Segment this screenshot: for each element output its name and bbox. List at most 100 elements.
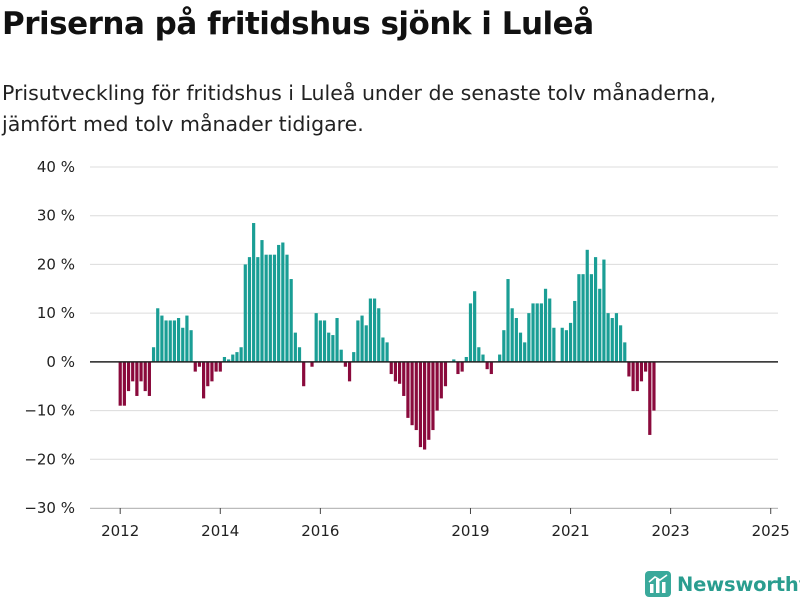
bar bbox=[318, 320, 322, 362]
bar bbox=[197, 361, 202, 367]
bar bbox=[302, 361, 306, 387]
bar bbox=[385, 342, 389, 362]
bar bbox=[619, 325, 623, 362]
bar bbox=[652, 361, 656, 411]
bar bbox=[498, 354, 502, 362]
x-tick-label: 2025 bbox=[752, 522, 790, 540]
bar bbox=[506, 279, 510, 362]
bar bbox=[164, 320, 168, 362]
bar bbox=[552, 327, 556, 362]
bar bbox=[256, 257, 260, 362]
bar bbox=[581, 274, 585, 362]
bar bbox=[535, 303, 539, 362]
bar bbox=[293, 332, 297, 362]
bar bbox=[648, 361, 652, 435]
bar bbox=[206, 361, 210, 387]
y-tick-label: 0 % bbox=[46, 353, 75, 371]
x-tick-label: 2021 bbox=[551, 522, 589, 540]
bar bbox=[518, 332, 523, 362]
bar bbox=[322, 320, 327, 362]
x-tick-label: 2019 bbox=[451, 522, 489, 540]
bar bbox=[247, 257, 252, 362]
bar bbox=[427, 361, 431, 440]
chart-subtitle: Prisutveckling för fritidshus i Luleå un… bbox=[2, 81, 717, 136]
bar bbox=[147, 361, 151, 396]
bar bbox=[560, 327, 564, 362]
bar bbox=[202, 361, 206, 399]
bar bbox=[272, 254, 277, 362]
bar bbox=[327, 332, 331, 362]
bar bbox=[131, 361, 135, 382]
bar bbox=[281, 242, 285, 362]
y-tick-label: 10 % bbox=[37, 304, 75, 322]
bar bbox=[510, 308, 514, 362]
x-axis: 2012 2014 2016 2019 2021 2023 2025 bbox=[90, 508, 790, 540]
bar bbox=[218, 361, 222, 372]
bar bbox=[406, 361, 410, 418]
bar bbox=[160, 315, 164, 362]
bar bbox=[577, 274, 581, 362]
bar bbox=[523, 342, 527, 362]
bar bbox=[364, 325, 368, 362]
bar bbox=[339, 349, 343, 362]
bar bbox=[485, 361, 489, 370]
bar bbox=[431, 361, 435, 431]
bar bbox=[381, 337, 385, 362]
bar bbox=[627, 361, 631, 377]
x-tick-label: 2023 bbox=[652, 522, 690, 540]
bar bbox=[468, 303, 473, 362]
bar bbox=[189, 330, 193, 362]
bar bbox=[548, 298, 552, 362]
bar bbox=[268, 254, 272, 362]
bar bbox=[610, 318, 614, 362]
bar bbox=[614, 313, 619, 362]
bar bbox=[635, 361, 639, 392]
bar bbox=[331, 335, 335, 362]
bar bbox=[352, 352, 356, 362]
bar bbox=[539, 303, 543, 362]
bar bbox=[151, 347, 156, 362]
x-tick-label: 2012 bbox=[101, 522, 139, 540]
bar bbox=[356, 320, 360, 362]
grid-lines bbox=[90, 166, 778, 509]
bar bbox=[418, 361, 423, 448]
bar bbox=[585, 249, 589, 362]
bar bbox=[527, 313, 531, 362]
bar bbox=[285, 254, 289, 362]
bar bbox=[639, 361, 644, 382]
bar bbox=[377, 308, 381, 362]
bar bbox=[314, 313, 318, 362]
y-tick-label: −10 % bbox=[24, 402, 75, 420]
bar bbox=[310, 361, 314, 367]
bar bbox=[343, 361, 347, 367]
bar bbox=[543, 288, 548, 362]
y-axis: 40 % 30 % 20 % 10 % 0 % −10 % −20 % −30 % bbox=[24, 158, 75, 517]
chart-title: Priserna på fritidshus sjönk i Luleå bbox=[2, 6, 594, 42]
bar bbox=[460, 361, 464, 372]
bar bbox=[156, 308, 160, 362]
bar-chart-icon bbox=[645, 571, 671, 597]
bar bbox=[464, 356, 468, 362]
bar bbox=[135, 361, 139, 396]
bar bbox=[502, 330, 506, 362]
bar bbox=[589, 274, 594, 362]
y-tick-label: −20 % bbox=[24, 450, 75, 468]
bar bbox=[252, 223, 256, 362]
bar bbox=[277, 244, 281, 362]
bar bbox=[410, 361, 414, 426]
bar bbox=[439, 361, 443, 399]
bar bbox=[531, 303, 535, 362]
bar bbox=[477, 347, 481, 362]
y-tick-label: 30 % bbox=[37, 207, 75, 225]
bar bbox=[227, 359, 231, 362]
bar bbox=[402, 361, 406, 396]
bar bbox=[389, 361, 393, 375]
bar bbox=[185, 315, 189, 362]
bar bbox=[210, 361, 214, 382]
bar bbox=[414, 361, 418, 431]
bar bbox=[122, 361, 126, 406]
bar bbox=[143, 361, 147, 392]
bar bbox=[297, 347, 302, 362]
bar bbox=[393, 361, 398, 382]
bar bbox=[568, 322, 573, 362]
